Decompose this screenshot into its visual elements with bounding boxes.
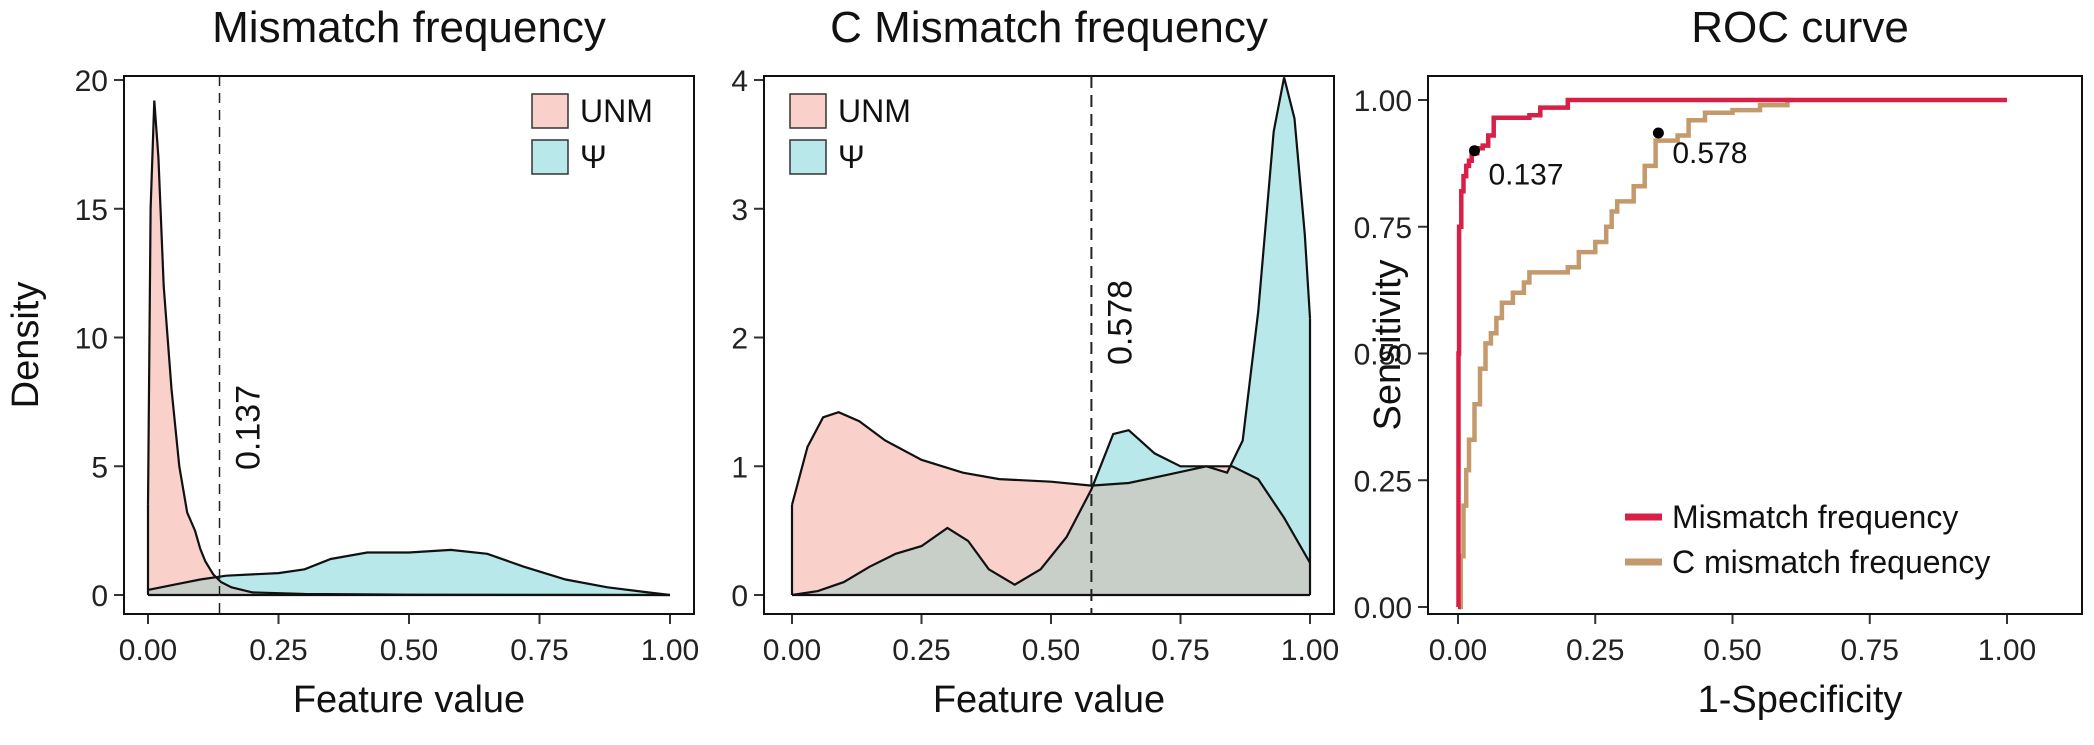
x-tick-label: 0.50 [380,634,438,667]
x-tick-label: 0.00 [119,634,177,667]
y-tick-label: 2 [731,323,748,356]
density-area-psi [148,549,670,595]
roc-cutoff-label: 0.137 [1488,159,1563,192]
x-axis-title: 1-Specificity [1698,679,1903,721]
x-tick-label: 0.50 [1022,634,1080,667]
plot-frame [1427,75,2083,615]
x-axis-title: Feature value [293,679,525,721]
density-outline-psi [791,77,1312,597]
x-tick-label: 0.25 [1566,634,1624,667]
y-tick-label: 1.00 [1354,85,1412,118]
x-tick-label: 1.00 [1978,634,2036,667]
x-tick-label: 0.00 [1429,634,1487,667]
legend-swatch-psi [531,139,569,175]
chart-title: Mismatch frequency [212,3,606,52]
y-tick-label: 0.00 [1354,592,1412,625]
x-axis-title: Feature value [933,679,1165,721]
chart-title: ROC curve [1691,3,1909,52]
plot-frame [123,75,695,615]
x-tick-label: 0.00 [763,634,821,667]
density-areas [146,100,671,597]
roc-line-c-mismatch [1458,97,1793,610]
roc-cutoff-point [1468,145,1480,157]
density-outline-unm [790,411,1311,564]
legend-swatch-unm [531,93,569,129]
x-tick-label: 1.00 [641,634,699,667]
legend-label-mismatch: Mismatch frequency [1672,499,1958,535]
y-tick-label: 0.75 [1354,212,1412,245]
x-tick-label: 0.75 [1841,634,1899,667]
density-area-overlap [148,577,670,595]
density-areas [790,77,1312,597]
panel-roc-curve: ROC curve 0.00 0.25 0.50 0.75 1.000.000.250.… [1354,3,2083,721]
legend-label-c-mismatch: C mismatch frequency [1672,544,1990,580]
legend-label-psi: Ψ [580,139,607,175]
y-tick-label: 0 [731,580,748,613]
axis-ticks: 0.00 0.25 0.50 0.75 1.00 0 1 2 3 4 [731,65,1339,667]
roc-cutoff-point [1652,127,1664,139]
y-tick-label: 20 [75,65,108,98]
legend-swatch-unm [789,93,827,129]
x-tick-label: 0.75 [1151,634,1209,667]
x-tick-label: 0.50 [1703,634,1761,667]
axis-ticks: 0.00 0.25 0.50 0.75 1.00 0.00 0.25 0.50 0.75 1.00 [1354,85,2037,667]
y-axis-title: Density [5,282,47,409]
y-tick-label: 15 [75,194,108,227]
legend-label-psi: Ψ [838,139,865,175]
x-tick-label: 0.25 [249,634,307,667]
chart-title: C Mismatch frequency [830,3,1268,52]
y-tick-label: 5 [91,451,108,484]
legend: UNM Ψ [789,93,911,175]
threshold-label: 0.578 [1101,280,1139,365]
x-tick-label: 1.00 [1281,634,1339,667]
y-tick-label: 0.25 [1354,465,1412,498]
y-tick-label: 0 [91,580,108,613]
legend: Mismatch frequency C mismatch frequency [1625,499,1990,580]
x-tick-label: 0.25 [892,634,950,667]
legend-label-unm: UNM [838,93,911,129]
roc-lines: 0.137 0.578 [1456,97,2007,610]
density-outline-unm [146,100,671,597]
panel-c-mismatch-frequency: C Mismatch frequency 0.00 0.25 0.50 0.75 1.0… [731,3,1339,721]
y-tick-label: 3 [731,194,748,227]
x-tick-label: 0.75 [510,634,568,667]
y-tick-label: 4 [731,65,748,98]
y-tick-label: 1 [731,451,748,484]
y-tick-label: 0.50 [1354,339,1412,372]
threshold-label: 0.137 [230,385,268,470]
y-tick-label: 10 [75,323,108,356]
legend-swatch-psi [789,139,827,175]
plot-frame [763,75,1335,615]
density-area-overlap [792,466,1310,595]
legend: UNM Ψ [531,93,653,175]
y-axis-title: Sensitivity [1367,259,1409,430]
roc-cutoff-label: 0.578 [1672,137,1747,170]
density-outline-psi [147,548,671,597]
panel-mismatch-frequency: Mismatch frequency 0.00 0.25 0.50 0.75 1.000… [5,3,699,721]
legend-label-unm: UNM [580,93,653,129]
axis-ticks: 0.00 0.25 0.50 0.75 1.00 0 5 10 15 20 [75,65,700,667]
